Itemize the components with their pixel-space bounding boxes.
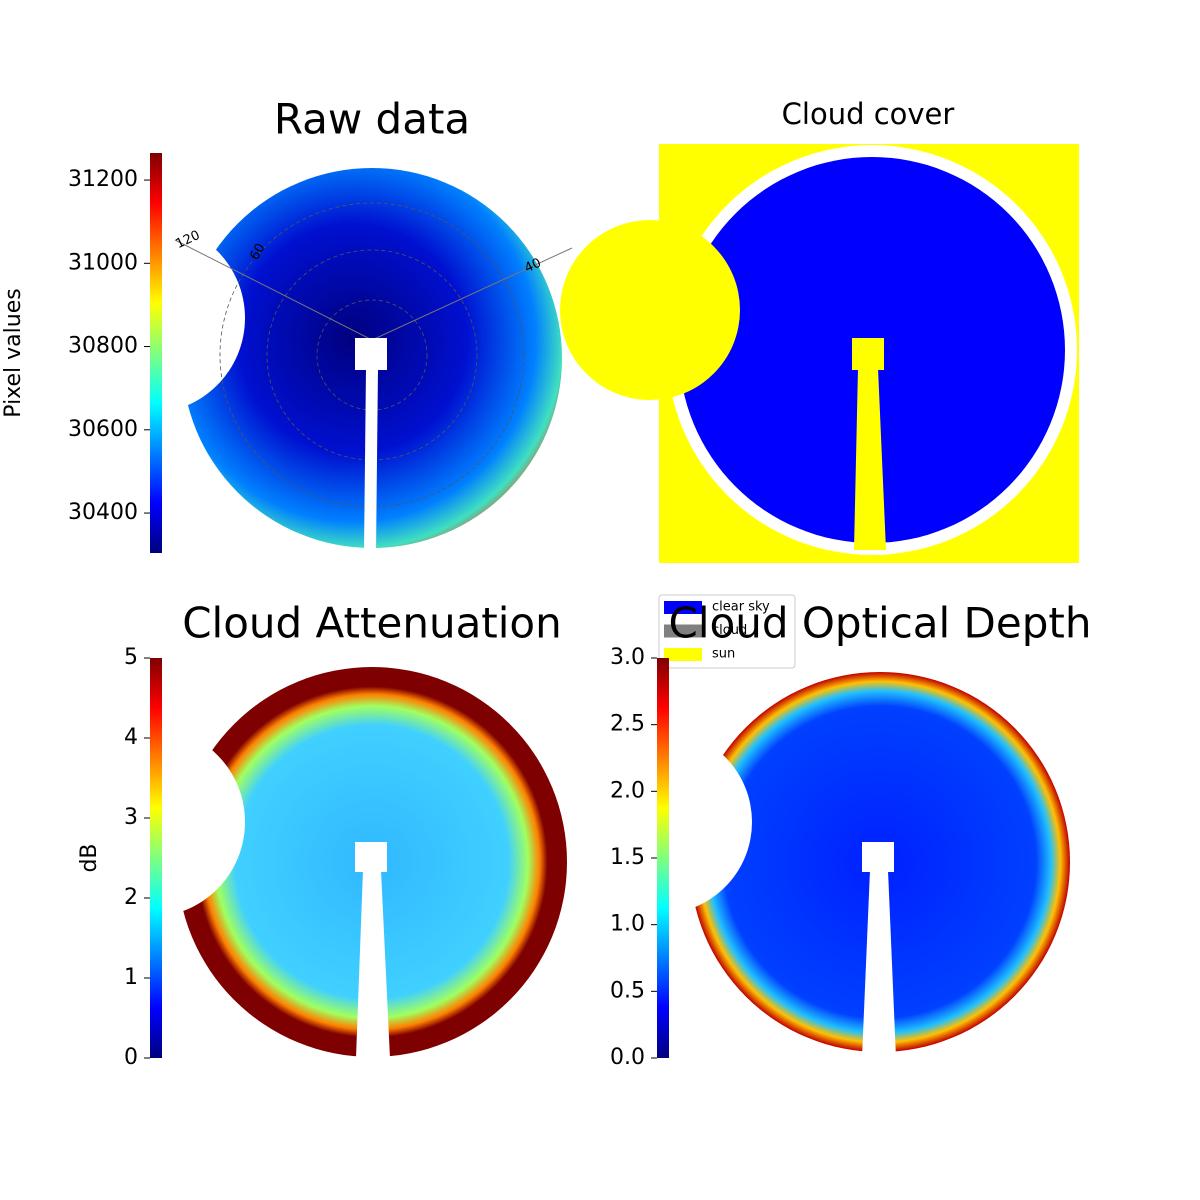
tick-label: 3: [124, 805, 138, 830]
tick-label: 0.0: [610, 1045, 645, 1070]
tick-label: 0.5: [610, 978, 645, 1003]
colorbar-label: Pixel values: [1, 288, 26, 417]
polar-label: 60: [247, 241, 268, 263]
colorbar-label: dB: [77, 843, 102, 872]
panel-title: Cloud Optical Depth: [669, 599, 1092, 648]
tick-label: 30800: [68, 334, 138, 359]
legend-label: sun: [712, 647, 735, 662]
tick-label: 31200: [68, 167, 138, 192]
legend-label: clear sky: [712, 600, 770, 615]
tick-label: 5: [124, 645, 138, 670]
tick-label: 0: [124, 1045, 138, 1070]
tick-label: 1.0: [610, 912, 645, 937]
polar-label: 40: [522, 256, 543, 277]
panel-title: Cloud cover: [782, 97, 955, 131]
tick-label: 2.0: [610, 778, 645, 803]
legend-swatch: [664, 601, 702, 614]
tick-label: 2.5: [610, 712, 645, 737]
colorbar: [150, 658, 162, 1058]
tick-label: 4: [124, 725, 138, 750]
panel-title: Cloud Attenuation: [182, 599, 562, 648]
tick-label: 1.5: [610, 845, 645, 870]
tick-label: 30400: [68, 500, 138, 525]
tick-label: 2: [124, 885, 138, 910]
tick-label: 1: [124, 965, 138, 990]
colorbar: [150, 153, 162, 553]
cloud-mask: [560, 144, 1079, 563]
sky-image: [55, 168, 573, 552]
legend-label: cloud: [712, 623, 747, 638]
legend-swatch: [664, 648, 702, 661]
colorbar: [657, 658, 669, 1058]
tick-label: 30600: [68, 417, 138, 442]
legend-swatch: [664, 624, 702, 638]
tick-label: 3.0: [610, 645, 645, 670]
panel-title: Raw data: [274, 95, 470, 144]
tick-label: 31000: [68, 250, 138, 275]
